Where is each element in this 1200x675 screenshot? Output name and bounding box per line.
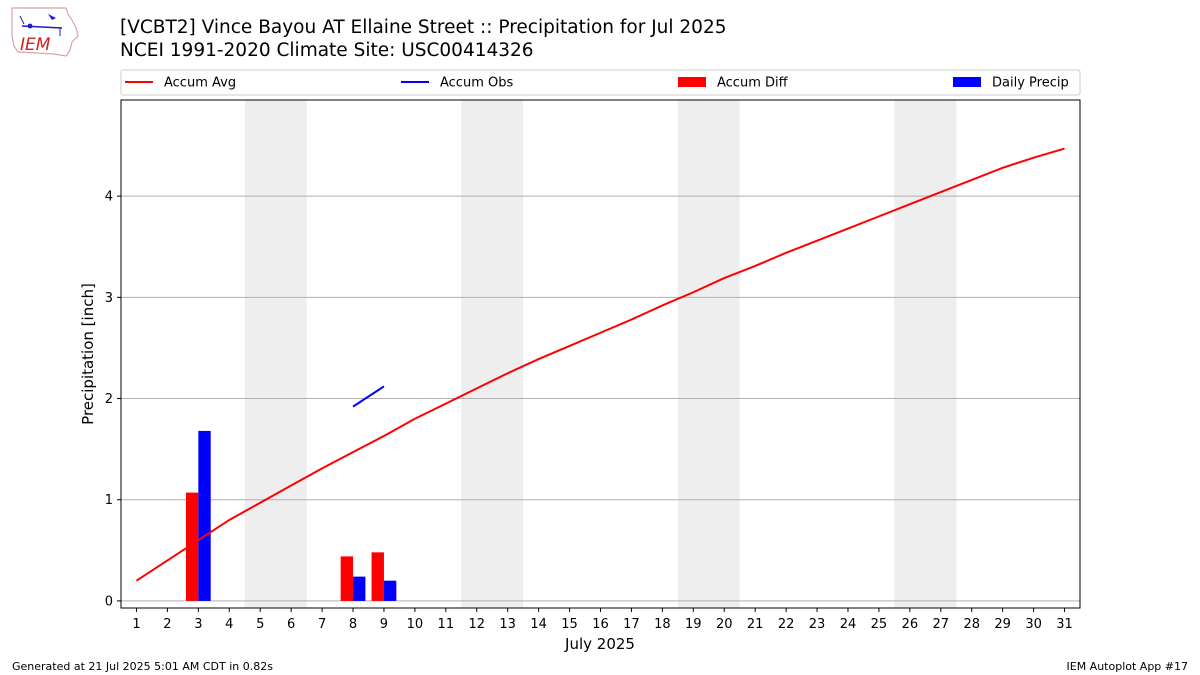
- x-tick-label-19: 19: [685, 617, 702, 632]
- x-tick-label-26: 26: [902, 617, 919, 632]
- x-tick-label-16: 16: [592, 617, 609, 632]
- y-ticks: 0 1 2 3 4: [105, 190, 121, 609]
- weekend-shade-1: [244, 100, 307, 608]
- legend: Accum Avg Accum Obs Accum Diff Daily Precip: [120, 69, 1081, 96]
- footer-generated-text: Generated at 21 Jul 2025 5:01 AM CDT in …: [12, 660, 273, 673]
- x-tick-label-8: 8: [349, 617, 357, 632]
- y-tick-label-3: 3: [105, 291, 113, 306]
- footer-app-label: IEM Autoplot App #17: [1066, 660, 1189, 673]
- legend-label-accum-obs: Accum Obs: [440, 76, 513, 91]
- weekend-shade-3: [677, 100, 740, 608]
- x-tick-label-3: 3: [194, 617, 202, 632]
- legend-swatch-accum-diff: [678, 77, 706, 87]
- weekend-shade-4: [894, 100, 957, 608]
- legend-label-accum-avg: Accum Avg: [164, 76, 236, 91]
- x-tick-label-31: 31: [1056, 617, 1073, 632]
- x-tick-label-14: 14: [530, 617, 547, 632]
- weekend-shading: [244, 100, 957, 608]
- daily-precip-bar-8: [353, 576, 366, 601]
- accum-diff-bar-9: [371, 552, 384, 601]
- legend-label-accum-diff: Accum Diff: [717, 76, 789, 91]
- accum-diff-bar-8: [340, 556, 354, 601]
- x-axis-label: July 2025: [564, 635, 635, 653]
- x-tick-label-11: 11: [438, 617, 455, 632]
- x-tick-label-2: 2: [163, 617, 171, 632]
- x-tick-label-10: 10: [407, 617, 424, 632]
- plot-frame: [120, 99, 1081, 609]
- x-tick-label-7: 7: [318, 617, 326, 632]
- x-tick-label-15: 15: [561, 617, 578, 632]
- accum-obs-line: [352, 385, 385, 408]
- x-tick-label-1: 1: [132, 617, 140, 632]
- legend-label-daily-precip: Daily Precip: [992, 76, 1069, 91]
- accum-avg-line: [135, 147, 1065, 582]
- x-tick-label-24: 24: [840, 617, 857, 632]
- x-tick-label-12: 12: [468, 617, 485, 632]
- x-tick-label-18: 18: [654, 617, 671, 632]
- chart-subtitle: NCEI 1991-2020 Climate Site: USC00414326: [120, 40, 534, 61]
- y-tick-label-2: 2: [105, 392, 113, 407]
- x-tick-label-13: 13: [499, 617, 516, 632]
- daily-precip-bar-3: [198, 430, 211, 601]
- bars: [185, 430, 397, 601]
- x-tick-label-28: 28: [963, 617, 980, 632]
- x-tick-label-22: 22: [778, 617, 795, 632]
- x-tick-label-23: 23: [809, 617, 826, 632]
- x-tick-label-25: 25: [871, 617, 888, 632]
- y-tick-label-1: 1: [105, 493, 113, 508]
- y-axis-label: Precipitation [inch]: [79, 283, 97, 425]
- x-tick-label-4: 4: [225, 617, 233, 632]
- x-tick-label-17: 17: [623, 617, 640, 632]
- logo-text: IEM: [20, 35, 51, 55]
- iem-logo-icon: IEM: [11, 7, 79, 57]
- x-tick-label-9: 9: [380, 617, 388, 632]
- legend-frame: [120, 69, 1081, 96]
- x-tick-label-5: 5: [256, 617, 264, 632]
- x-ticks: 1 2 3 4 5 6 7 8 9 10 11 12 13 14 15 16 17 18 19 20 21 22 23 24 2…: [132, 608, 1073, 632]
- lines: [135, 147, 1065, 582]
- weekend-shade-2: [461, 100, 524, 608]
- daily-precip-bar-9: [383, 580, 397, 601]
- x-tick-label-27: 27: [933, 617, 950, 632]
- y-tick-label-4: 4: [105, 190, 113, 205]
- x-tick-label-6: 6: [287, 617, 295, 632]
- y-gridlines: [121, 195, 1080, 602]
- x-tick-label-20: 20: [716, 617, 733, 632]
- x-tick-label-30: 30: [1025, 617, 1042, 632]
- chart-title: [VCBT2] Vince Bayou AT Ellaine Street ::…: [120, 17, 727, 38]
- y-tick-label-0: 0: [105, 594, 113, 609]
- x-tick-label-21: 21: [747, 617, 764, 632]
- accum-diff-bar-3: [185, 492, 199, 601]
- legend-swatch-daily-precip: [953, 77, 981, 87]
- x-tick-label-29: 29: [994, 617, 1011, 632]
